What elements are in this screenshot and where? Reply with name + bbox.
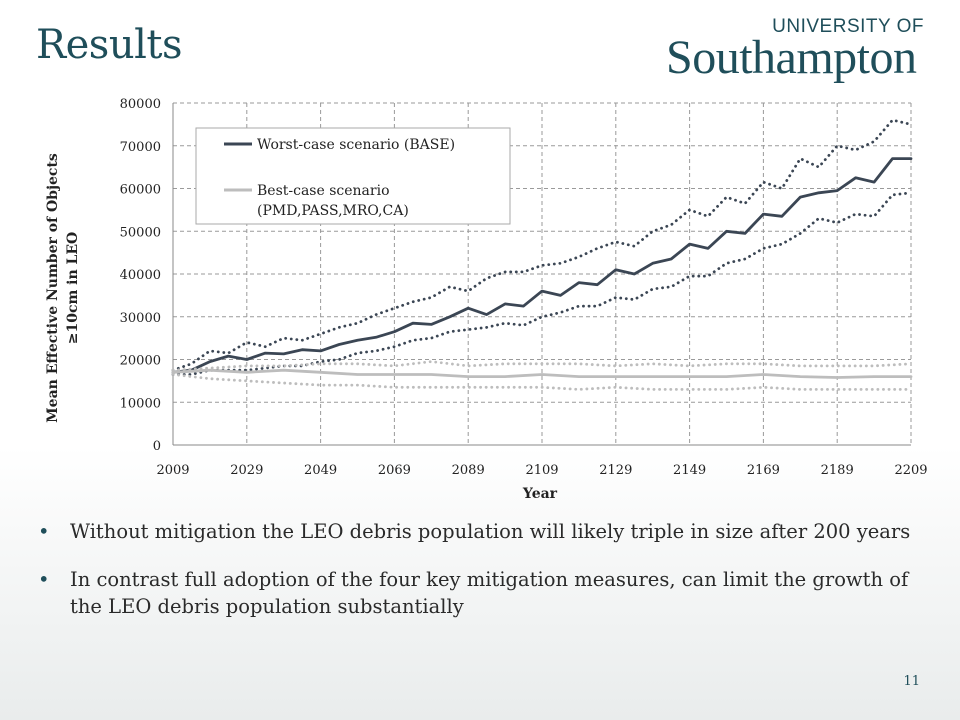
y-tick-label: 50000 — [120, 225, 161, 240]
logo-line1: UNIVERSITY OF — [772, 16, 924, 37]
bullet-item: • Without mitigation the LEO debris popul… — [36, 518, 926, 545]
x-tick-label: 2189 — [821, 463, 854, 478]
y-axis-label-line2: ≥10cm in LEO — [65, 232, 81, 345]
x-axis-label: Year — [522, 486, 558, 502]
bullet-text: In contrast full adoption of the four ke… — [70, 568, 909, 618]
legend-label-best: Best-case scenario — [257, 183, 390, 199]
y-tick-label: 20000 — [120, 354, 161, 369]
x-tick-label: 2069 — [378, 463, 411, 478]
university-logo: UNIVERSITY OF Southampton — [666, 14, 928, 84]
series-line-3 — [171, 368, 913, 379]
bullet-dot-icon: • — [38, 520, 50, 543]
page-title: Results — [36, 22, 182, 68]
y-tick-label: 10000 — [120, 396, 161, 411]
y-tick-label: 60000 — [120, 183, 161, 198]
page-number: 11 — [903, 674, 920, 689]
bullet-dot-icon: • — [38, 568, 50, 591]
x-tick-label: 2129 — [599, 463, 632, 478]
logo-line2: Southampton — [666, 31, 917, 84]
chart-axes — [172, 103, 911, 446]
chart-series — [171, 118, 913, 391]
x-tick-label: 2169 — [747, 463, 780, 478]
legend-label-worst: Worst-case scenario (BASE) — [257, 137, 455, 153]
legend: Worst-case scenario (BASE) Best-case sce… — [195, 127, 511, 225]
series-line-0 — [171, 157, 913, 374]
y-tick-label: 80000 — [120, 97, 161, 112]
bullet-list: • Without mitigation the LEO debris popul… — [36, 518, 926, 641]
series-line-5 — [171, 373, 913, 391]
line-chart: 0 10000 20000 30000 40000 50000 60000 70000 8000… — [45, 97, 928, 502]
y-tick-label: 0 — [153, 439, 161, 454]
y-tick-label: 70000 — [120, 140, 161, 155]
y-tick-label: 30000 — [120, 311, 161, 326]
series-line-4 — [171, 360, 913, 372]
x-tick-label: 2109 — [525, 463, 558, 478]
chart-tick-labels: 0 10000 20000 30000 40000 50000 60000 70000 8000… — [120, 97, 928, 478]
x-tick-label: 2029 — [230, 463, 263, 478]
x-tick-label: 2009 — [156, 463, 189, 478]
series-line-1 — [171, 118, 913, 372]
y-axis-label: Mean Effective Number of Objects ≥10cm i… — [45, 153, 81, 423]
bullet-text: Without mitigation the LEO debris popula… — [70, 520, 911, 543]
x-tick-label: 2209 — [894, 463, 927, 478]
x-tick-label: 2089 — [452, 463, 485, 478]
y-tick-label: 40000 — [120, 268, 161, 283]
y-axis-label-line1: Mean Effective Number of Objects — [45, 153, 61, 423]
x-tick-label: 2149 — [673, 463, 706, 478]
x-tick-label: 2049 — [304, 463, 337, 478]
bullet-item: • In contrast full adoption of the four k… — [36, 566, 926, 620]
legend-label-best-line2: (PMD,PASS,MRO,CA) — [257, 203, 409, 219]
